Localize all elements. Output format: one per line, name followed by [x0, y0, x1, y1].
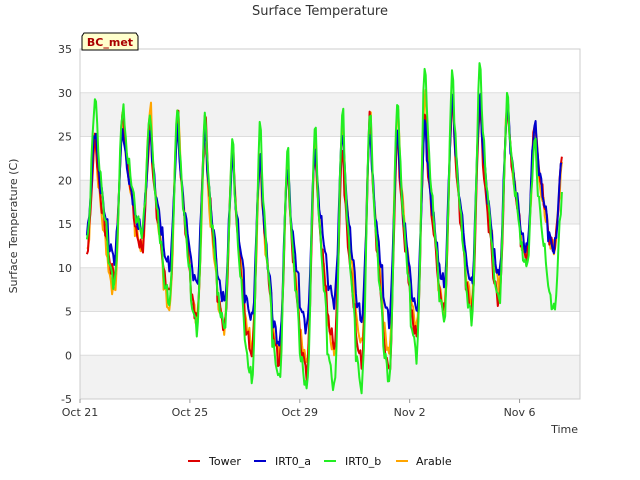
y-tick-labels: -5 0 5 10 15 20 25 30 35 [58, 43, 72, 406]
y-tick-label: 35 [58, 43, 72, 56]
series-lines [85, 62, 563, 395]
site-badge: BC_met [81, 32, 139, 51]
plot-bands [80, 92, 580, 399]
series-line-irt0-a [85, 92, 563, 347]
y-axis-label: Surface Temperature (C) [7, 159, 20, 294]
plot-band [80, 267, 580, 312]
legend-label-arable: Arable [416, 455, 452, 468]
badge-box [81, 32, 139, 51]
y-tick-label: 25 [58, 131, 72, 144]
y-tick-label: -5 [61, 393, 72, 406]
x-tick-label: Nov 6 [504, 406, 536, 419]
x-tick-labels: Oct 21 Oct 25 Oct 29 Nov 2 Nov 6 [62, 399, 536, 419]
x-tick-label: Nov 2 [394, 406, 426, 419]
y-tick-label: 0 [65, 349, 72, 362]
legend-label-tower: Tower [208, 455, 241, 468]
plot-band [80, 92, 580, 137]
x-axis-label: Time [550, 423, 578, 436]
y-tick-label: 30 [58, 87, 72, 100]
legend-label-irt0b: IRT0_b [345, 455, 381, 468]
series-line-irt0-b [85, 62, 563, 395]
legend-label-irt0a: IRT0_a [275, 455, 311, 468]
legend: Tower IRT0_a IRT0_b Arable [188, 455, 452, 468]
y-tick-label: 10 [58, 262, 72, 275]
x-tick-label: Oct 29 [282, 406, 319, 419]
plot-frame [79, 48, 581, 400]
x-tick-label: Oct 21 [62, 406, 99, 419]
y-tick-label: 5 [65, 306, 72, 319]
plot-band [80, 180, 580, 224]
badge-label: BC_met [87, 36, 133, 49]
y-tick-label: 15 [58, 218, 72, 231]
y-tick-label: 20 [58, 174, 72, 187]
x-tick-label: Oct 25 [172, 406, 209, 419]
chart-title: Surface Temperature [252, 4, 388, 19]
